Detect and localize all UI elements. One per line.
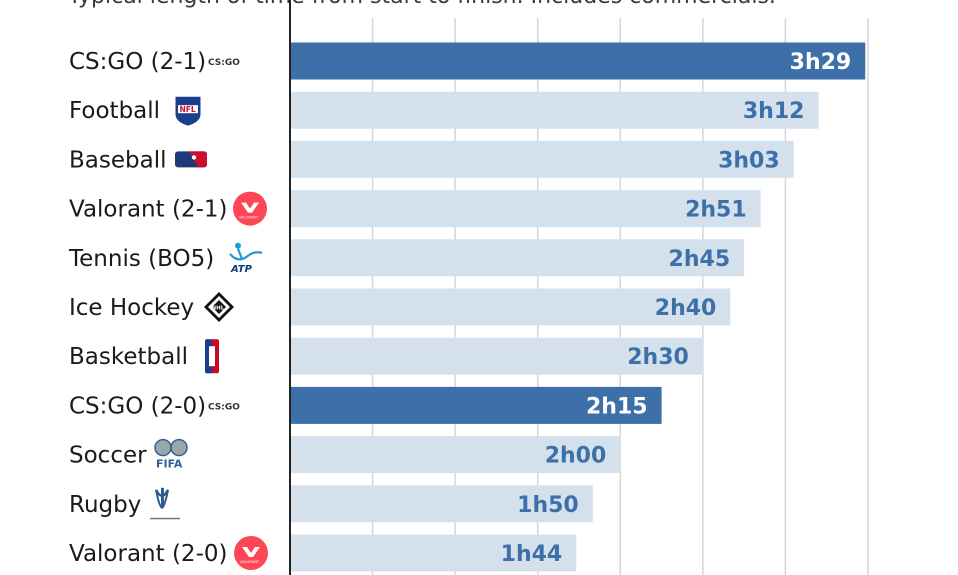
bar [290, 436, 621, 474]
nhl-logo-text: NHL [212, 306, 225, 312]
chart-subtitle: Typical length of time from start to fin… [68, 0, 776, 9]
value-label: 3h12 [743, 99, 805, 124]
bar [290, 190, 761, 228]
value-label: 2h00 [545, 444, 607, 469]
rugby-logo [150, 487, 180, 520]
category-label: Basketball [69, 344, 188, 370]
category-label: Baseball [69, 147, 166, 173]
value-label: 2h15 [586, 394, 648, 419]
category-label: Soccer [69, 443, 147, 469]
value-label: 3h03 [718, 148, 780, 173]
label-layer: 3h29 CS:GO (2-1) 3h12 Football 3h03 Baseball 2… [68, 49, 851, 567]
value-label: 1h44 [501, 542, 563, 567]
value-label: 2h51 [685, 198, 747, 223]
csgo-logo: CS:GO [208, 58, 240, 68]
category-label: Football [69, 98, 160, 124]
bar [290, 534, 577, 572]
category-label: Valorant (2-0) [69, 541, 227, 567]
fifa-logo-text: FIFA [156, 458, 183, 471]
bar [290, 288, 731, 326]
fifa-logo: FIFA [154, 438, 188, 471]
csgo-logo-text: CS:GO [208, 58, 240, 68]
bar [290, 42, 866, 80]
value-label: 3h29 [790, 50, 852, 75]
mlb-logo [175, 151, 207, 168]
value-label: 1h50 [517, 493, 579, 518]
logo-layer: CS:GO NFL VALORANT ATP NHL CS:GO FIFA VALORANT [150, 58, 268, 570]
valorant-logo-text: VALORANT [239, 216, 259, 220]
csgo-logo-text: CS:GO [208, 402, 240, 412]
csgo-logo: CS:GO [208, 402, 240, 412]
bar [290, 239, 745, 277]
bar [290, 91, 819, 129]
bar [290, 140, 794, 178]
bar [290, 337, 703, 375]
atp-logo: ATP [229, 242, 263, 275]
nba-logo [205, 339, 219, 374]
value-label: 2h40 [655, 296, 717, 321]
category-label: Valorant (2-1) [69, 197, 227, 223]
category-label: CS:GO (2-0) [69, 393, 206, 419]
bar-layer [290, 42, 866, 572]
category-label: Tennis (BO5) [68, 246, 214, 272]
category-label: Rugby [69, 492, 141, 518]
category-label: CS:GO (2-1) [69, 49, 206, 75]
nfl-logo-text: NFL [180, 105, 196, 114]
atp-logo-text: ATP [230, 264, 253, 275]
valorant-logo-text: VALORANT [240, 560, 260, 564]
valorant-logo: VALORANT [233, 191, 267, 226]
bar [290, 485, 593, 523]
value-label: 2h30 [627, 345, 689, 370]
nhl-logo: NHL [204, 292, 234, 322]
category-label: Ice Hockey [69, 295, 194, 321]
valorant-logo: VALORANT [234, 536, 268, 570]
value-label: 2h45 [669, 247, 731, 272]
nfl-logo: NFL [174, 95, 202, 127]
bar [290, 386, 662, 424]
